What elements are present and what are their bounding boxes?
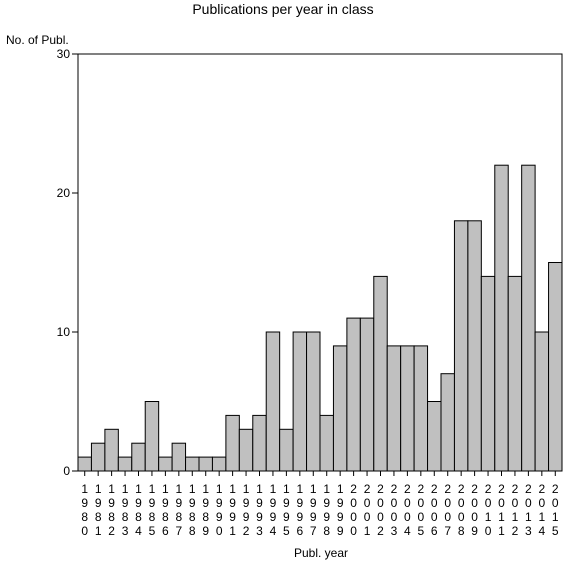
bars — [77, 164, 563, 472]
bar-2010 — [480, 275, 496, 472]
bar-2014 — [534, 331, 550, 472]
chart-title: Publications per year in class — [192, 1, 373, 17]
bar-1984 — [131, 442, 146, 472]
bar-2007 — [440, 373, 455, 472]
bar-2005 — [413, 345, 429, 472]
bar-2006 — [427, 401, 442, 472]
bar-2011 — [494, 164, 509, 472]
bar-2003 — [386, 345, 402, 472]
y-tick-label-0: 0 — [63, 464, 70, 478]
y-tick-label-30: 30 — [57, 47, 71, 61]
x-axis-label: Publ. year — [294, 546, 348, 560]
y-tick-label-10: 10 — [57, 325, 71, 339]
bar-1981 — [90, 442, 106, 472]
bar-1989 — [198, 456, 213, 472]
bar-2000 — [346, 317, 361, 472]
x-ticks: 1 9 8 0 1 9 8 1 1 9 8 2 1 9 8 3 1 9 8 4 1 9 8 5 1 9 8 6 1 9 8 7 1 9 8 8 1 9 8 9… — [81, 471, 559, 538]
bar-1997 — [306, 331, 321, 472]
bar-1982 — [104, 428, 119, 472]
bar-1994 — [265, 331, 281, 472]
bar-1983 — [117, 456, 133, 472]
y-ticks: 0 10 20 30 — [57, 47, 78, 478]
plot-frame — [77, 53, 563, 472]
bar-1990 — [211, 456, 227, 472]
bar-1991 — [225, 414, 240, 472]
bar-2001 — [359, 317, 375, 472]
bar-2013 — [521, 164, 536, 472]
bar-1987 — [171, 442, 187, 472]
bar-2009 — [467, 220, 482, 472]
bar-2008 — [453, 220, 469, 472]
bar-1988 — [185, 456, 200, 472]
y-axis-label: No. of Publ. — [6, 33, 69, 47]
bar-1985 — [144, 401, 160, 472]
bar-1995 — [279, 428, 294, 472]
bar-1980 — [77, 456, 92, 472]
bar-2012 — [507, 275, 523, 472]
bar-1998 — [319, 414, 334, 472]
bar-1999 — [332, 345, 348, 472]
bar-2015 — [548, 262, 563, 472]
bar-2002 — [373, 275, 388, 472]
bar-2004 — [400, 345, 415, 472]
bar-1993 — [252, 414, 267, 472]
bar-1996 — [292, 331, 308, 472]
bar-1992 — [238, 428, 254, 472]
y-tick-label-20: 20 — [57, 186, 71, 200]
bar-1986 — [158, 456, 173, 472]
